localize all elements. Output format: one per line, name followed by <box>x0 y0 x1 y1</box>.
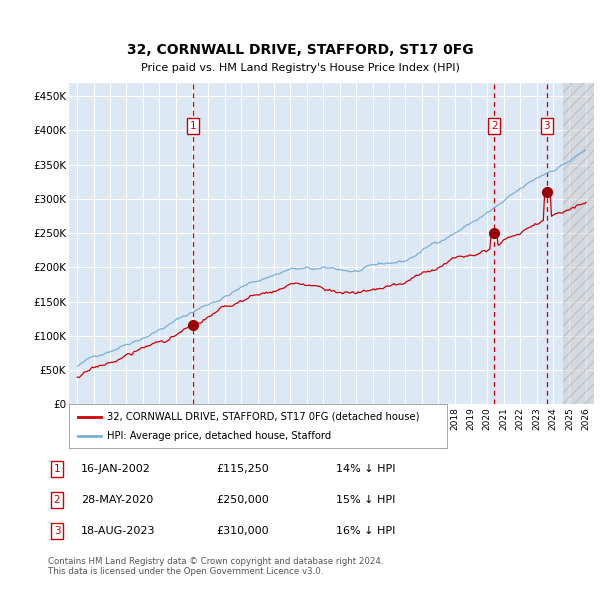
Text: 1: 1 <box>53 464 61 474</box>
Text: HPI: Average price, detached house, Stafford: HPI: Average price, detached house, Staf… <box>107 431 331 441</box>
Text: 2: 2 <box>491 121 497 131</box>
Text: 1: 1 <box>190 121 196 131</box>
Text: Price paid vs. HM Land Registry's House Price Index (HPI): Price paid vs. HM Land Registry's House … <box>140 63 460 73</box>
Text: 16% ↓ HPI: 16% ↓ HPI <box>336 526 395 536</box>
Text: 3: 3 <box>544 121 550 131</box>
Text: 32, CORNWALL DRIVE, STAFFORD, ST17 0FG (detached house): 32, CORNWALL DRIVE, STAFFORD, ST17 0FG (… <box>107 412 419 421</box>
Text: 16-JAN-2002: 16-JAN-2002 <box>81 464 151 474</box>
Text: 14% ↓ HPI: 14% ↓ HPI <box>336 464 395 474</box>
Text: 15% ↓ HPI: 15% ↓ HPI <box>336 495 395 505</box>
Text: £115,250: £115,250 <box>216 464 269 474</box>
Text: 28-MAY-2020: 28-MAY-2020 <box>81 495 153 505</box>
Text: 3: 3 <box>53 526 61 536</box>
Text: 18-AUG-2023: 18-AUG-2023 <box>81 526 155 536</box>
Text: £310,000: £310,000 <box>216 526 269 536</box>
Text: 2: 2 <box>53 495 61 505</box>
Text: Contains HM Land Registry data © Crown copyright and database right 2024.
This d: Contains HM Land Registry data © Crown c… <box>48 557 383 576</box>
Text: 32, CORNWALL DRIVE, STAFFORD, ST17 0FG: 32, CORNWALL DRIVE, STAFFORD, ST17 0FG <box>127 43 473 57</box>
Text: £250,000: £250,000 <box>216 495 269 505</box>
Bar <box>563 83 594 404</box>
